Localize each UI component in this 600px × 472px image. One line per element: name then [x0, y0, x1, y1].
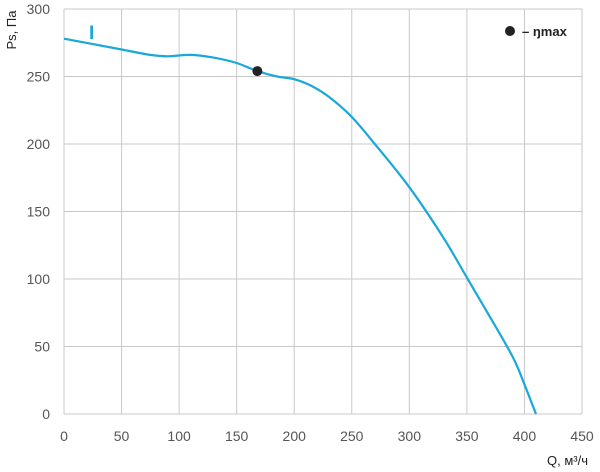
legend: – ŋmax — [505, 24, 568, 39]
legend-label: – ŋmax — [522, 24, 568, 39]
x-tick-label: 200 — [283, 428, 307, 444]
x-tick-label: 450 — [570, 428, 594, 444]
x-tick-label: 250 — [340, 428, 364, 444]
x-tick-label: 350 — [455, 428, 479, 444]
grid — [63, 8, 583, 415]
y-tick-label: 250 — [27, 69, 51, 85]
x-tick-label: 100 — [167, 428, 191, 444]
x-axis-label: Q, м³/ч — [547, 453, 588, 468]
x-tick-label: 50 — [114, 428, 130, 444]
x-tick-label: 150 — [225, 428, 249, 444]
legend-marker — [505, 26, 515, 36]
tick-labels: 0 50 100 150 200 250 300 350 400 450 0 50 100 150 200 2… — [27, 1, 594, 444]
y-tick-label: 0 — [42, 406, 50, 422]
x-tick-label: 400 — [513, 428, 537, 444]
x-tick-label: 0 — [60, 428, 68, 444]
series-group: I — [63, 23, 538, 415]
y-tick-label: 50 — [34, 339, 50, 355]
y-tick-label: 300 — [27, 1, 51, 17]
series-label: I — [89, 23, 94, 44]
x-tick-label: 300 — [398, 428, 422, 444]
y-tick-label: 100 — [27, 271, 51, 287]
y-tick-label: 150 — [27, 204, 51, 220]
y-tick-label: 200 — [27, 136, 51, 152]
series-line-0 — [63, 37, 538, 415]
y-axis-label: Ps, Па — [4, 10, 19, 50]
max-efficiency-point — [252, 66, 263, 77]
